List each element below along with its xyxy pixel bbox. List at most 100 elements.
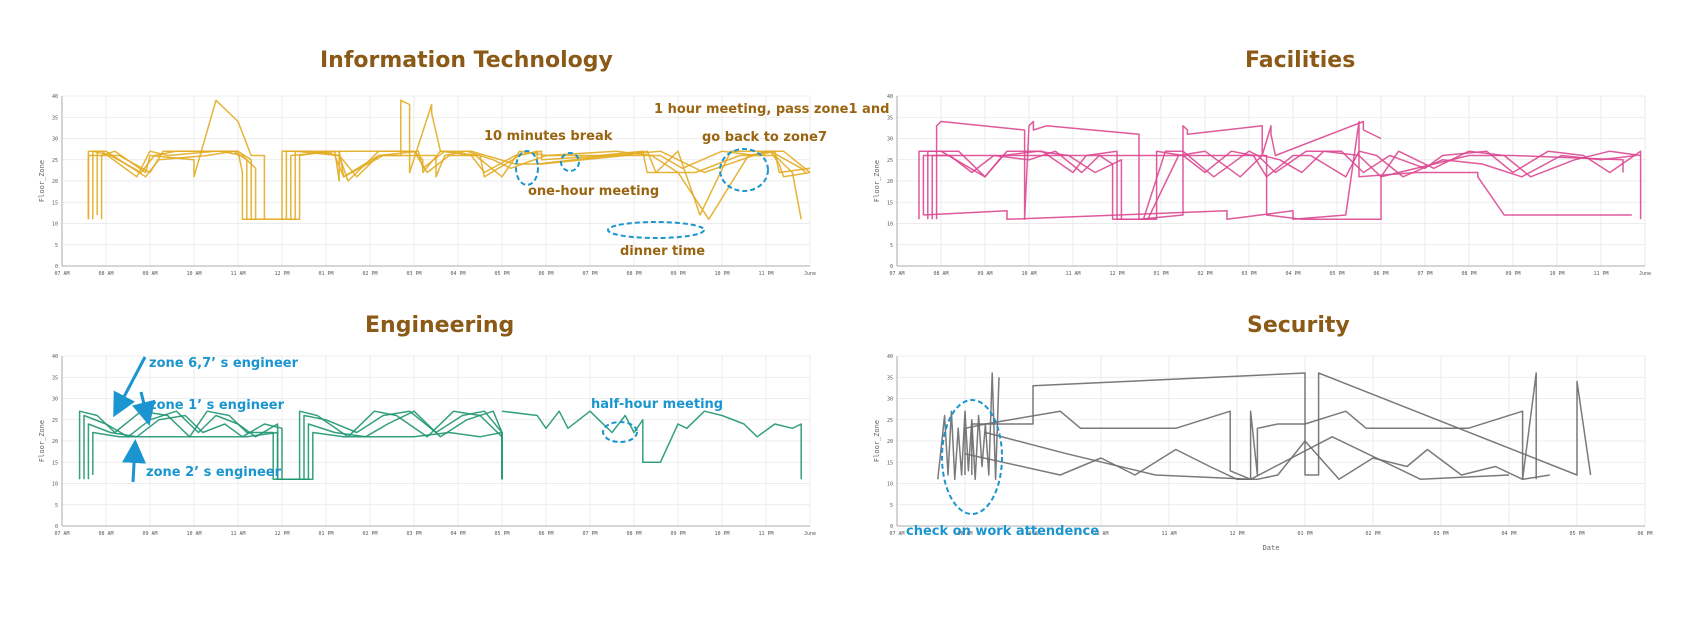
- x-tick-label: 07 PM: [582, 531, 597, 537]
- chart-title-engineering: Engineering: [365, 313, 515, 338]
- y-tick-label: 15: [887, 200, 893, 206]
- series-line-2: [971, 372, 1592, 476]
- annotation-zone1: zone 1’ s engineer: [149, 398, 285, 413]
- x-axis-label: Date: [1263, 544, 1280, 552]
- x-tick-label: 11 PM: [758, 271, 773, 277]
- series-line-5: [923, 120, 1632, 221]
- y-axis-label: Floor_Zone: [873, 160, 881, 202]
- x-tick-label: 06 PM: [538, 531, 553, 537]
- x-tick-label: 07 PM: [1417, 271, 1432, 277]
- x-tick-label: 12 PM: [1109, 271, 1124, 277]
- annotation-break: 10 minutes break: [484, 129, 613, 144]
- y-tick-label: 25: [887, 158, 893, 164]
- y-tick-label: 30: [52, 397, 58, 403]
- x-tick-label: 08 AM: [933, 271, 948, 277]
- x-tick-label: 07 AM: [54, 271, 69, 277]
- y-tick-label: 30: [52, 137, 58, 143]
- x-tick-label: 04 PM: [1285, 271, 1300, 277]
- x-tick-label: 06 PM: [1637, 531, 1652, 537]
- x-tick-label: 09 PM: [670, 531, 685, 537]
- x-tick-label: 02 PM: [1197, 271, 1212, 277]
- y-tick-label: 10: [52, 482, 58, 488]
- y-tick-label: 30: [887, 397, 893, 403]
- x-tick-label: 10 AM: [186, 271, 201, 277]
- y-tick-label: 35: [52, 375, 58, 381]
- y-tick-label: 40: [887, 354, 893, 360]
- y-tick-label: 0: [55, 524, 58, 530]
- chart-engineering: 0 5 10 15 20 25 30 35 40 07 AM 08 AM 09 AM 10 AM 11 A…: [38, 354, 816, 537]
- x-tick-label: 12 PM: [274, 531, 289, 537]
- y-tick-label: 0: [890, 264, 893, 270]
- chart-it: 0 5 10 15 20 25 30 35 40 07 AM 08 AM 09 AM 10 AM 11 A…: [38, 94, 816, 277]
- annotation-zone67: zone 6,7’ s engineer: [149, 356, 298, 371]
- y-tick-label: 40: [52, 354, 58, 360]
- x-tick-label: 09 AM: [1025, 531, 1040, 537]
- x-tick-label: 09 AM: [142, 531, 157, 537]
- series-line-3: [931, 154, 1624, 221]
- y-tick-label: 15: [52, 460, 58, 466]
- series-line-4: [985, 431, 1510, 481]
- x-tick-label: 08 PM: [626, 531, 641, 537]
- y-axis-label: Floor_Zone: [873, 420, 881, 462]
- y-tick-label: 40: [887, 94, 893, 100]
- y-axis-label: Floor_Zone: [38, 420, 46, 462]
- series-line-3: [92, 431, 503, 481]
- x-tick-label: 08 PM: [1461, 271, 1476, 277]
- x-tick-label: 03 PM: [1433, 531, 1448, 537]
- x-tick-label: 08 AM: [98, 271, 113, 277]
- series-line-0: [937, 372, 1000, 481]
- y-tick-label: 35: [887, 115, 893, 121]
- x-tick-label: 02 PM: [362, 271, 377, 277]
- annotation-dinner: dinner time: [620, 244, 706, 259]
- x-tick-label: 07 PM: [582, 271, 597, 277]
- x-tick-label: 09 AM: [142, 271, 157, 277]
- x-tick-label: 08 AM: [98, 531, 113, 537]
- series-line-4: [935, 120, 1382, 221]
- x-tick-label: 07 AM: [889, 271, 904, 277]
- x-tick-label: 01 PM: [318, 531, 333, 537]
- x-tick-label: 03 PM: [406, 531, 421, 537]
- x-tick-label: 05 PM: [494, 531, 509, 537]
- annotation-zone2: zone 2’ s engineer: [146, 465, 282, 480]
- x-tick-label: 01 PM: [318, 271, 333, 277]
- x-tick-label: 12 PM: [274, 271, 289, 277]
- y-tick-label: 25: [52, 158, 58, 164]
- x-tick-label: June: [804, 531, 816, 537]
- series-line-0: [78, 410, 503, 481]
- x-tick-label: 12 PM: [1229, 531, 1244, 537]
- y-tick-label: 0: [55, 264, 58, 270]
- annotation-half-hour: half-hour meeting: [591, 397, 724, 412]
- x-tick-label: 09 PM: [1505, 271, 1520, 277]
- x-tick-label: 11 AM: [1161, 531, 1176, 537]
- x-tick-label: 03 PM: [1241, 271, 1256, 277]
- x-tick-label: 09 PM: [670, 271, 685, 277]
- series-line-1: [922, 150, 1637, 221]
- series-line-2: [927, 150, 1641, 221]
- y-tick-label: 40: [52, 94, 58, 100]
- chart-security: 0 5 10 15 20 25 30 35 40 07 AM 08 AM 09 AM 10 AM 11 A…: [873, 354, 1653, 552]
- y-tick-label: 5: [55, 503, 58, 509]
- x-tick-label: June: [1639, 271, 1651, 277]
- series-line-2: [96, 150, 807, 221]
- x-tick-label: 01 PM: [1153, 271, 1168, 277]
- y-tick-label: 15: [887, 460, 893, 466]
- x-tick-label: 11 PM: [1593, 271, 1608, 277]
- y-tick-label: 5: [890, 243, 893, 249]
- y-axis-label: Floor_Zone: [38, 160, 46, 202]
- chart-title-security: Security: [1247, 313, 1350, 338]
- x-tick-label: 11 AM: [230, 531, 245, 537]
- y-tick-label: 0: [890, 524, 893, 530]
- series-line-4: [87, 150, 802, 221]
- x-tick-label: 05 PM: [1329, 271, 1344, 277]
- y-tick-label: 35: [52, 115, 58, 121]
- y-tick-label: 5: [55, 243, 58, 249]
- x-tick-label: 02 PM: [1365, 531, 1380, 537]
- y-tick-label: 20: [52, 179, 58, 185]
- series-line-3: [100, 99, 811, 221]
- annotation-one-hour: one-hour meeting: [528, 184, 660, 199]
- x-tick-label: 04 PM: [450, 271, 465, 277]
- chart-title-it: Information Technology: [320, 48, 613, 73]
- y-tick-label: 25: [887, 418, 893, 424]
- series-line-4: [501, 410, 802, 480]
- y-tick-label: 15: [52, 200, 58, 206]
